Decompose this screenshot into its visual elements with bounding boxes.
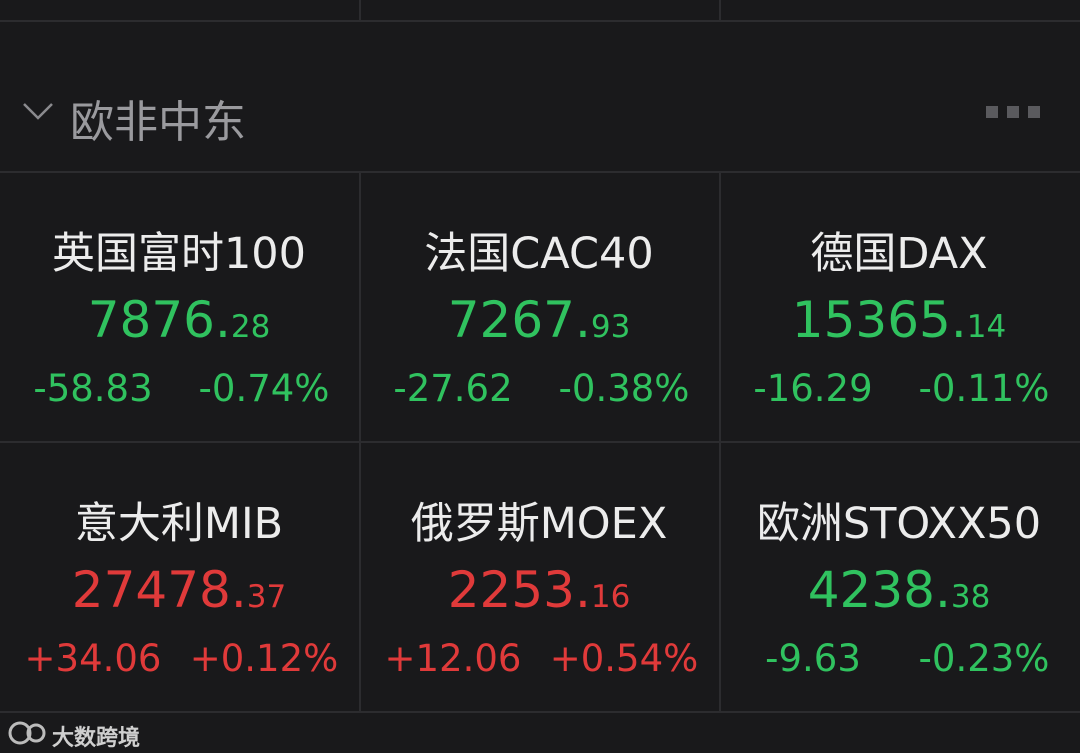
divider [0,171,1080,173]
index-price: 7267.93 [360,291,718,349]
price-whole: 7876. [87,291,231,349]
collapse-chevron[interactable] [22,100,54,122]
price-fraction: 38 [950,579,991,615]
price-whole: 27478. [71,561,247,619]
more-menu[interactable] [986,106,1042,118]
change: +12.06 [384,637,522,680]
index-price: 15365.14 [720,291,1078,349]
change-percent: -0.38% [558,367,690,410]
change-percent: +0.12% [189,637,339,680]
index-price: 7876.28 [0,291,358,349]
section-title: 欧非中东 [70,97,246,148]
divider [0,441,1080,443]
price-whole: 2253. [447,561,591,619]
index-card[interactable]: 欧洲STOXX50 4238.38 -9.63 -0.23% [720,443,1078,711]
change-percent: -0.74% [198,367,330,410]
index-name: 法国CAC40 [424,229,654,279]
index-name: 俄罗斯MOEX [410,499,668,549]
price-fraction: 14 [966,309,1007,345]
change-percent: -0.23% [918,637,1050,680]
price-whole: 7267. [447,291,591,349]
price-fraction: 28 [230,309,271,345]
price-whole: 4238. [807,561,951,619]
price-fraction: 37 [246,579,287,615]
index-card[interactable]: 俄罗斯MOEX 2253.16 +12.06 +0.54% [360,443,718,711]
index-name: 德国DAX [810,229,988,279]
index-card[interactable]: 意大利MIB 27478.37 +34.06 +0.12% [0,443,358,711]
index-price: 27478.37 [0,561,358,619]
change: +34.06 [24,637,162,680]
index-card[interactable]: 英国富时100 7876.28 -58.83 -0.74% [0,173,358,441]
divider [359,171,361,713]
change: -58.83 [33,367,153,410]
change: -9.63 [765,637,861,680]
index-card[interactable]: 德国DAX 15365.14 -16.29 -0.11% [720,173,1078,441]
divider [359,0,361,20]
watermark: 大数跨境 [52,726,141,751]
price-fraction: 16 [590,579,631,615]
change-percent: -0.11% [918,367,1050,410]
change: -27.62 [393,367,513,410]
divider [719,0,721,20]
index-name: 意大利MIB [74,499,284,549]
change-percent: +0.54% [549,637,699,680]
change: -16.29 [753,367,873,410]
index-price: 4238.38 [720,561,1078,619]
price-fraction: 93 [590,309,631,345]
index-name: 英国富时100 [51,229,307,279]
index-price: 2253.16 [360,561,718,619]
divider [719,171,721,713]
watermark-logo [8,721,46,745]
divider [0,20,1080,22]
divider [0,711,1080,713]
index-name: 欧洲STOXX50 [756,499,1042,549]
index-card[interactable]: 法国CAC40 7267.93 -27.62 -0.38% [360,173,718,441]
price-whole: 15365. [791,291,967,349]
